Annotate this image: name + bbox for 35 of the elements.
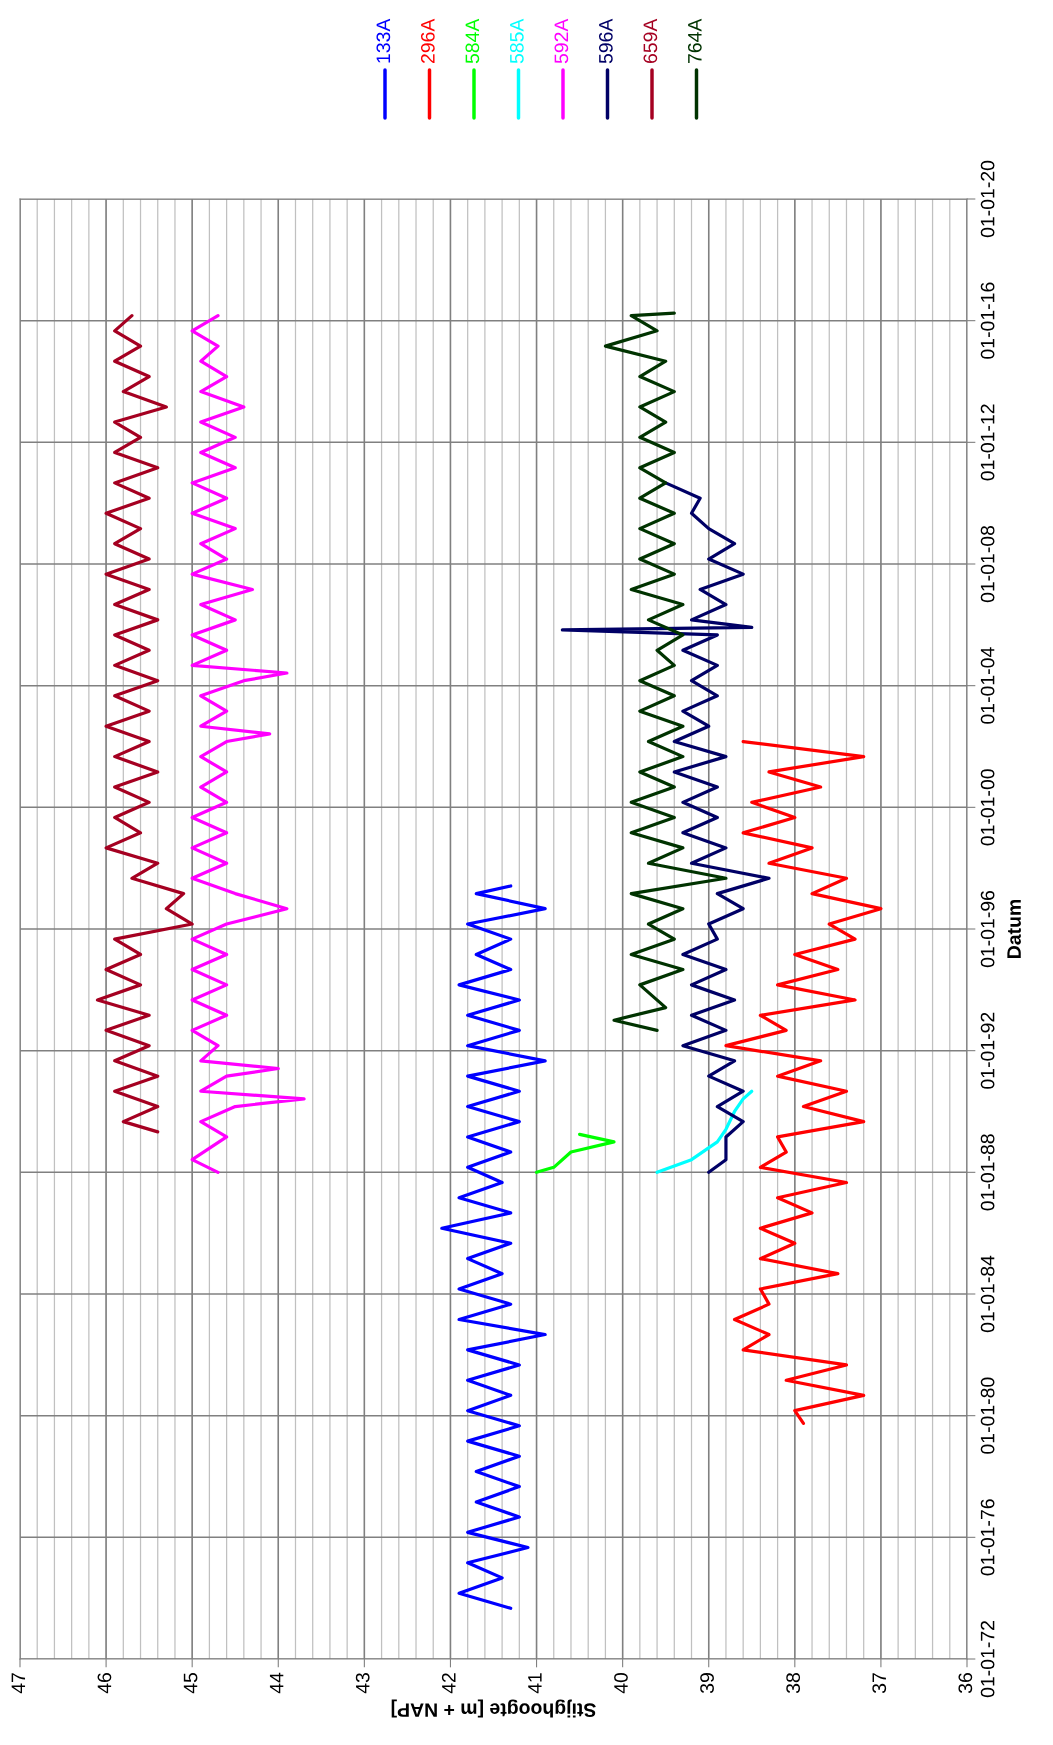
- text: 585A: [509, 18, 524, 64]
- x-tick-label: 36: [958, 1673, 973, 1694]
- y-tick-label: 01-01-72: [980, 1621, 995, 1698]
- y-tick-label: 01-01-80: [980, 1377, 995, 1454]
- x-tick-label: 37: [872, 1673, 887, 1694]
- x-tick-label: 40: [614, 1672, 628, 1694]
- x-axis-title: Stijghoogte [m + NAP]: [391, 1699, 596, 1718]
- y-axis-title: Datum: [1007, 899, 1021, 958]
- text: 592A: [554, 18, 569, 64]
- y-tick-label: 01-01-92: [980, 1012, 995, 1089]
- x-tick-label: 45: [183, 1673, 198, 1694]
- text: 659A: [643, 18, 658, 64]
- x-tick-label: 38: [786, 1673, 801, 1694]
- text: 596A: [598, 18, 613, 64]
- text: 584A: [465, 18, 480, 64]
- text: 764A: [687, 18, 702, 63]
- y-tick-label: 01-01-12: [980, 404, 995, 481]
- text: 296A: [420, 18, 435, 64]
- y-tick-label: 01-01-88: [980, 1134, 995, 1211]
- y-tick-label: 01-01-76: [980, 1499, 995, 1576]
- x-tick-label: 43: [355, 1673, 370, 1694]
- x-tick-label: 44: [269, 1672, 284, 1694]
- text: 133A: [376, 18, 391, 63]
- x-tick-label: 42: [441, 1673, 456, 1694]
- x-tick-label: 47: [11, 1673, 26, 1694]
- y-tick-label: 01-01-96: [980, 890, 995, 968]
- y-tick-label: 01-01-00: [980, 769, 995, 846]
- y-tick-label: 01-01-84: [980, 1255, 995, 1333]
- y-tick-label: 01-01-08: [980, 525, 995, 603]
- y-tick-label: 01-01-04: [980, 647, 995, 724]
- x-tick-label: 41: [528, 1673, 542, 1694]
- y-tick-label: 01-01-16: [980, 282, 995, 359]
- x-tick-label: 46: [97, 1673, 112, 1694]
- x-tick-label: 39: [700, 1673, 714, 1694]
- y-tick-label: 01-01-20: [980, 160, 995, 238]
